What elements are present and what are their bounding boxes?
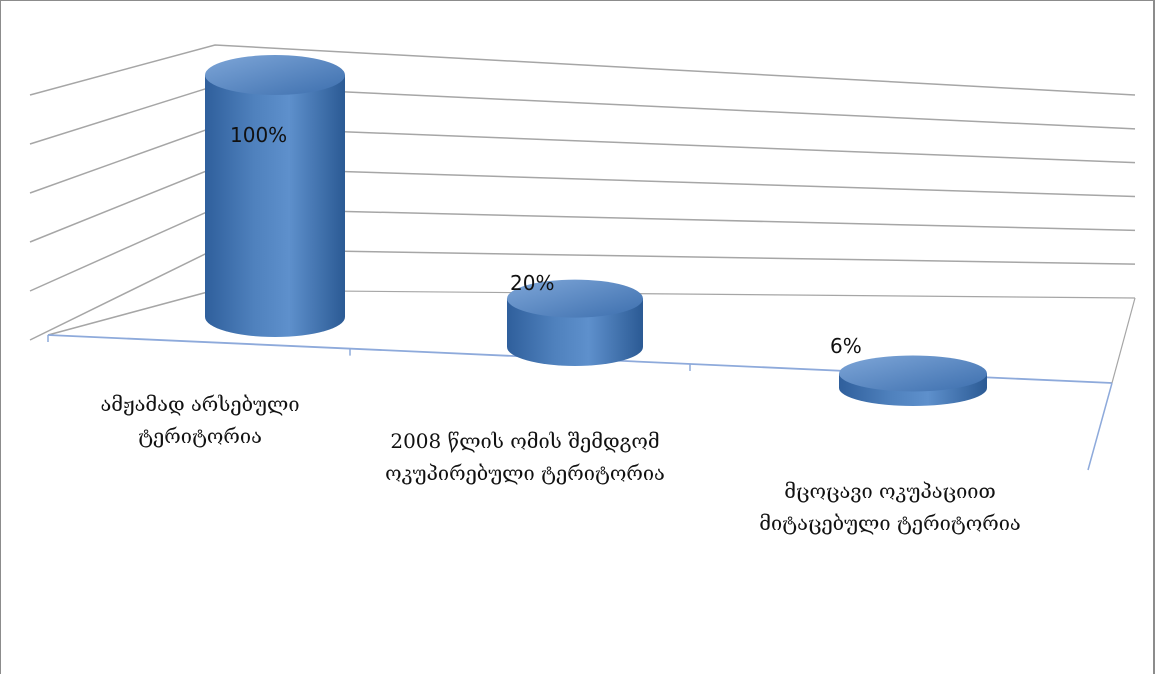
gridline — [29, 125, 1136, 194]
bar-body — [507, 298, 643, 366]
data-label: 6% — [830, 334, 862, 358]
gridline — [29, 207, 1136, 292]
floor-back-edge — [214, 289, 1136, 299]
floor-right-edge — [1087, 382, 1113, 471]
gridline — [29, 166, 1136, 243]
bar-top — [839, 355, 987, 392]
gridline — [29, 85, 1136, 145]
bar-cylinder — [839, 355, 987, 406]
data-label: 20% — [510, 271, 555, 295]
bar-top — [205, 55, 345, 95]
floor-edge — [47, 289, 216, 336]
category-label: 2008 წლის ომის შემდგომ ოკუპირებული ტერიტ… — [385, 429, 665, 485]
bar-cylinder — [205, 55, 345, 337]
bar-body — [205, 75, 345, 337]
category-label: მცოცავი ოკუპაციით მიტაცებული ტერიტორია — [759, 479, 1021, 535]
gridline — [29, 44, 1136, 96]
bar-top — [507, 279, 643, 318]
bars — [205, 55, 987, 406]
data-label: 100% — [230, 123, 288, 147]
bar-cylinder — [507, 279, 643, 366]
category-label: ამჟამად არსებული ტერიტორია — [100, 392, 300, 448]
floor-side-edge — [1111, 297, 1136, 384]
